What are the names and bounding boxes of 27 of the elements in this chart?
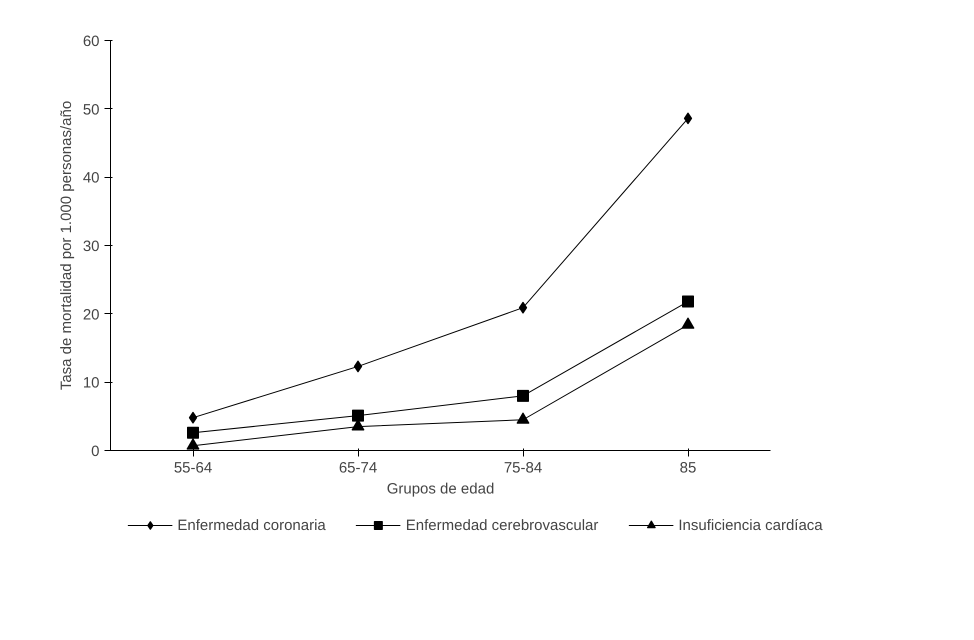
point bbox=[516, 412, 530, 424]
y-tick-label: 10 bbox=[82, 374, 100, 392]
x-tick-label: 65-74 bbox=[338, 460, 378, 476]
point bbox=[682, 296, 694, 308]
point bbox=[682, 317, 694, 329]
x-tick-label: 75-84 bbox=[504, 460, 542, 476]
point bbox=[354, 360, 362, 372]
point bbox=[684, 112, 692, 124]
x-tick-label: 55-64 bbox=[174, 460, 212, 476]
legend-label: Insuficiencia cardíaca bbox=[678, 516, 823, 534]
y-tick-label: 0 bbox=[91, 443, 100, 460]
point bbox=[517, 390, 529, 402]
y-tick-label: 30 bbox=[82, 238, 100, 255]
point bbox=[188, 412, 198, 424]
point bbox=[352, 410, 364, 422]
y-tick-label: 20 bbox=[82, 306, 100, 324]
point bbox=[186, 438, 200, 450]
point bbox=[518, 302, 528, 314]
x-tick-label: 85 bbox=[680, 460, 696, 476]
x-axis-title: Grupos de edad bbox=[386, 480, 494, 498]
y-tick-label: 60 bbox=[82, 33, 100, 50]
point bbox=[187, 426, 199, 439]
y-tick-label: 40 bbox=[82, 170, 100, 187]
legend-label: Enfermedad cerebrovascular bbox=[406, 516, 598, 534]
legend-label: Enfermedad coronaria bbox=[177, 516, 326, 534]
y-axis-title: Tasa de mortalidad por 1.000 personas/año bbox=[58, 100, 75, 390]
y-tick-label: 50 bbox=[82, 101, 100, 118]
